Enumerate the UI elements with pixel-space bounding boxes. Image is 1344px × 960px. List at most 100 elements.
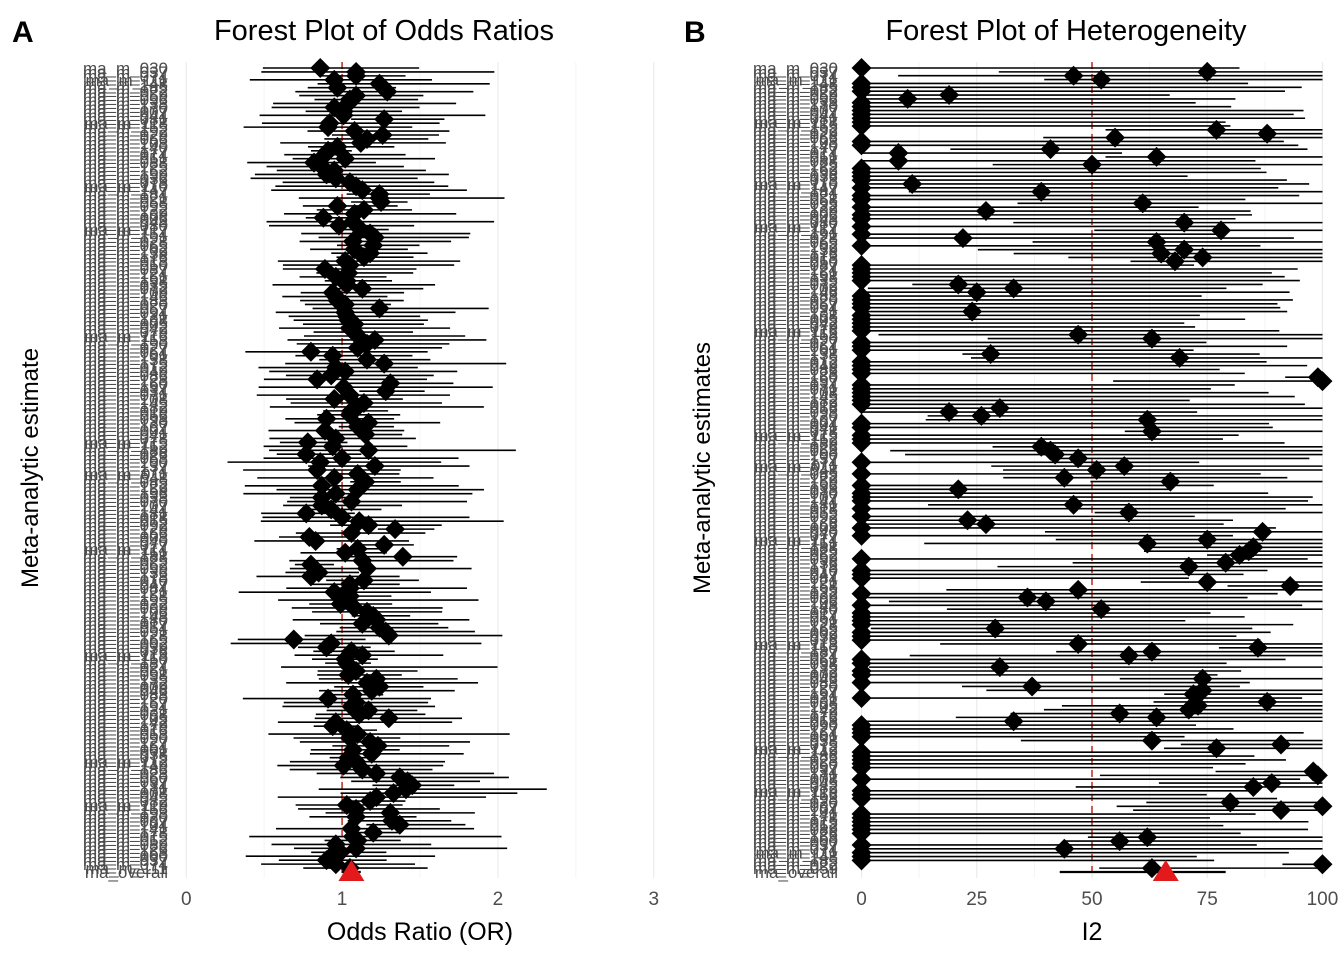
estimate-point bbox=[341, 491, 362, 512]
y-tick-label: ma_m_107 bbox=[83, 496, 168, 515]
y-tick-label: ma_m_148 bbox=[753, 848, 838, 867]
y-tick-label: ma_m_133 bbox=[753, 94, 838, 113]
y-tick-label: ma_m_113 bbox=[754, 635, 838, 654]
y-tick-label: ma_m_043 bbox=[83, 213, 168, 232]
y-tick-label: ma_m_019 bbox=[83, 402, 168, 421]
y-tick-label: ma_m_112 bbox=[754, 739, 838, 758]
y-tick-label: ma_m_097 bbox=[83, 772, 168, 791]
estimate-point bbox=[897, 88, 918, 109]
estimate-point bbox=[1132, 193, 1153, 214]
y-tick-label: ma_m_085 bbox=[753, 465, 838, 484]
y-tick-label: ma_m_105 bbox=[83, 709, 168, 728]
y-tick-label: ma_m_013 bbox=[83, 252, 168, 271]
estimate-point bbox=[283, 629, 304, 650]
y-tick-label: ma_m_081 bbox=[83, 110, 168, 129]
estimate-point bbox=[1174, 239, 1195, 260]
estimate-point bbox=[352, 613, 373, 634]
y-tick-label: ma_m_108 bbox=[83, 390, 168, 409]
y-tick-label: ma_m_103 bbox=[83, 134, 168, 153]
y-tick-label: ma_m_172 bbox=[83, 674, 168, 693]
estimate-point bbox=[325, 168, 346, 189]
y-tick-label: ma_m_094 bbox=[83, 303, 168, 322]
y-tick-label: ma_m_139 bbox=[83, 244, 168, 263]
y-tick-label: ma_m_178 bbox=[753, 809, 838, 828]
y-tick-label: ma_m_028 bbox=[753, 229, 838, 248]
y-tick-label: ma_m_116 bbox=[754, 322, 838, 341]
overall-estimate-point bbox=[1152, 860, 1179, 881]
estimate-point bbox=[360, 791, 381, 812]
y-tick-label: ma_m_027 bbox=[83, 339, 168, 358]
y-tick-label: ma_m_162 bbox=[83, 161, 168, 180]
estimate-point bbox=[1146, 146, 1167, 167]
estimate-point bbox=[1197, 529, 1218, 550]
estimate-point bbox=[392, 546, 413, 567]
y-tick-label: ma_m_147 bbox=[753, 179, 838, 198]
estimate-point bbox=[335, 542, 356, 563]
estimate-point bbox=[851, 340, 872, 361]
estimate-point bbox=[1280, 575, 1301, 596]
y-tick-label: ma_m_104 bbox=[83, 816, 168, 835]
y-tick-label: ma_m_160 bbox=[83, 374, 168, 393]
y-tick-label: ma_m_057 bbox=[83, 299, 168, 318]
y-tick-label: ma_m_169 bbox=[753, 202, 838, 221]
y-tick-label: ma_m_066 bbox=[83, 130, 168, 149]
y-tick-label: ma_m_135 bbox=[753, 658, 838, 677]
estimate-point bbox=[335, 148, 356, 169]
y-tick-label: ma_m_034 bbox=[83, 382, 168, 401]
estimate-point bbox=[353, 570, 374, 591]
y-tick-label: ma_m_172 bbox=[753, 662, 838, 681]
estimate-point bbox=[851, 823, 872, 844]
y-tick-label: ma_m_082 bbox=[753, 778, 838, 797]
estimate-point bbox=[851, 726, 872, 747]
y-tick-label: ma_m_199 bbox=[83, 165, 168, 184]
y-tick-label: ma_m_041 bbox=[753, 418, 838, 437]
y-tick-label: ma_m_045 bbox=[83, 788, 168, 807]
y-tick-label: ma_m_074 bbox=[753, 67, 838, 86]
y-tick-label: ma_m_003 bbox=[83, 528, 168, 547]
y-tick-label: ma_m_124 bbox=[753, 260, 838, 279]
y-tick-label: ma_m_060 bbox=[83, 768, 168, 787]
y-tick-label: ma_m_157 bbox=[83, 694, 168, 713]
estimate-point bbox=[851, 757, 872, 778]
estimate-point bbox=[313, 207, 334, 228]
y-tick-label: ma_m_060 bbox=[753, 755, 838, 774]
y-tick-label: ma_m_029 bbox=[753, 125, 838, 144]
estimate-point bbox=[363, 822, 384, 843]
y-tick-label: ma_m_073 bbox=[753, 171, 838, 190]
y-tick-label: ma_m_121 bbox=[753, 573, 838, 592]
y-tick-label: ma_m_185 bbox=[83, 79, 168, 98]
estimate-point bbox=[952, 228, 973, 249]
estimate-point bbox=[902, 173, 923, 194]
estimate-point bbox=[1169, 347, 1190, 368]
y-tick-label: ma_m_117 bbox=[754, 217, 838, 236]
y-tick-label: ma_m_183 bbox=[83, 292, 168, 311]
y-tick-label: ma_m_086 bbox=[83, 366, 168, 385]
y-tick-label: ma_m_050 bbox=[753, 252, 838, 271]
y-tick-label: ma_m_001 bbox=[83, 741, 168, 760]
y-tick-label: ma_m_137 bbox=[753, 449, 838, 468]
estimate-point bbox=[1045, 444, 1066, 465]
estimate-point bbox=[851, 135, 872, 156]
x-tick-label: 0 bbox=[856, 889, 867, 910]
y-tick-label: ma_m_030 bbox=[83, 59, 168, 78]
estimate-point bbox=[322, 436, 343, 457]
estimate-point bbox=[349, 704, 370, 725]
x-tick-label: 25 bbox=[966, 889, 987, 910]
y-tick-label: ma_m_006 bbox=[83, 209, 168, 228]
y-tick-label: ma_m_059 bbox=[83, 87, 168, 106]
y-tick-label: ma_m_044 bbox=[753, 105, 838, 124]
y-tick-label: ma_m_192 bbox=[753, 121, 838, 140]
estimate-point bbox=[330, 594, 351, 614]
estimate-point bbox=[851, 850, 872, 871]
y-tick-label: ma_m_083 bbox=[753, 674, 838, 693]
y-tick-label: ma_m_129 bbox=[83, 520, 168, 539]
y-tick-label: ma_m_142 bbox=[83, 713, 168, 732]
y-tick-label: ma_m_063 bbox=[753, 442, 838, 461]
estimate-point bbox=[1068, 324, 1089, 345]
y-tick-label: ma_m_077 bbox=[83, 536, 168, 555]
estimate-point bbox=[1086, 460, 1107, 480]
y-tick-label: ma_m_001 bbox=[753, 728, 838, 747]
panel-tag-b: B bbox=[684, 16, 706, 49]
estimate-point bbox=[327, 195, 348, 216]
y-tick-label: ma_m_164 bbox=[83, 737, 168, 756]
